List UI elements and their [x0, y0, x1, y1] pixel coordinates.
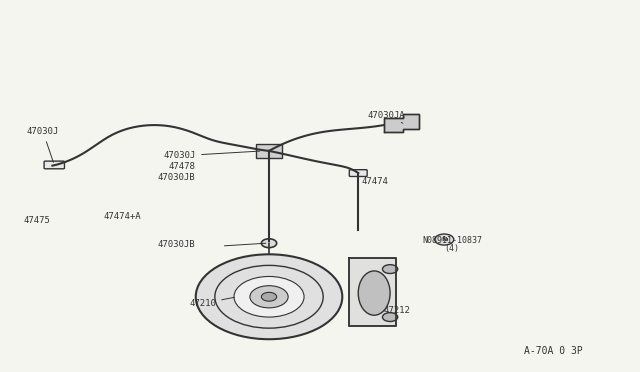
- Circle shape: [234, 276, 304, 317]
- Text: 47474+A: 47474+A: [103, 212, 141, 221]
- FancyBboxPatch shape: [349, 170, 367, 176]
- Circle shape: [383, 264, 397, 273]
- Circle shape: [196, 254, 342, 339]
- Text: 47030J: 47030J: [27, 127, 59, 162]
- Text: N: N: [442, 237, 447, 242]
- Text: (4): (4): [444, 244, 460, 253]
- Text: 47030JB: 47030JB: [157, 240, 195, 249]
- Text: 47474: 47474: [358, 173, 388, 186]
- Text: 47212: 47212: [384, 307, 411, 315]
- Text: 47030JA: 47030JA: [368, 111, 405, 123]
- Text: N08911-10837: N08911-10837: [422, 236, 482, 245]
- Circle shape: [261, 292, 276, 301]
- Text: 47210: 47210: [189, 297, 234, 308]
- Circle shape: [435, 234, 454, 245]
- Text: 47030JB: 47030JB: [157, 173, 195, 182]
- FancyBboxPatch shape: [44, 161, 65, 169]
- Polygon shape: [384, 114, 419, 132]
- Circle shape: [261, 239, 276, 248]
- Circle shape: [250, 286, 288, 308]
- Text: A-70A 0 3P: A-70A 0 3P: [524, 346, 582, 356]
- Text: 47478: 47478: [168, 163, 195, 171]
- FancyBboxPatch shape: [259, 147, 279, 155]
- Text: 47475: 47475: [24, 216, 51, 225]
- Polygon shape: [256, 144, 282, 158]
- Text: 47030J: 47030J: [164, 151, 260, 160]
- Ellipse shape: [358, 271, 390, 315]
- Polygon shape: [349, 258, 396, 326]
- Circle shape: [383, 312, 397, 321]
